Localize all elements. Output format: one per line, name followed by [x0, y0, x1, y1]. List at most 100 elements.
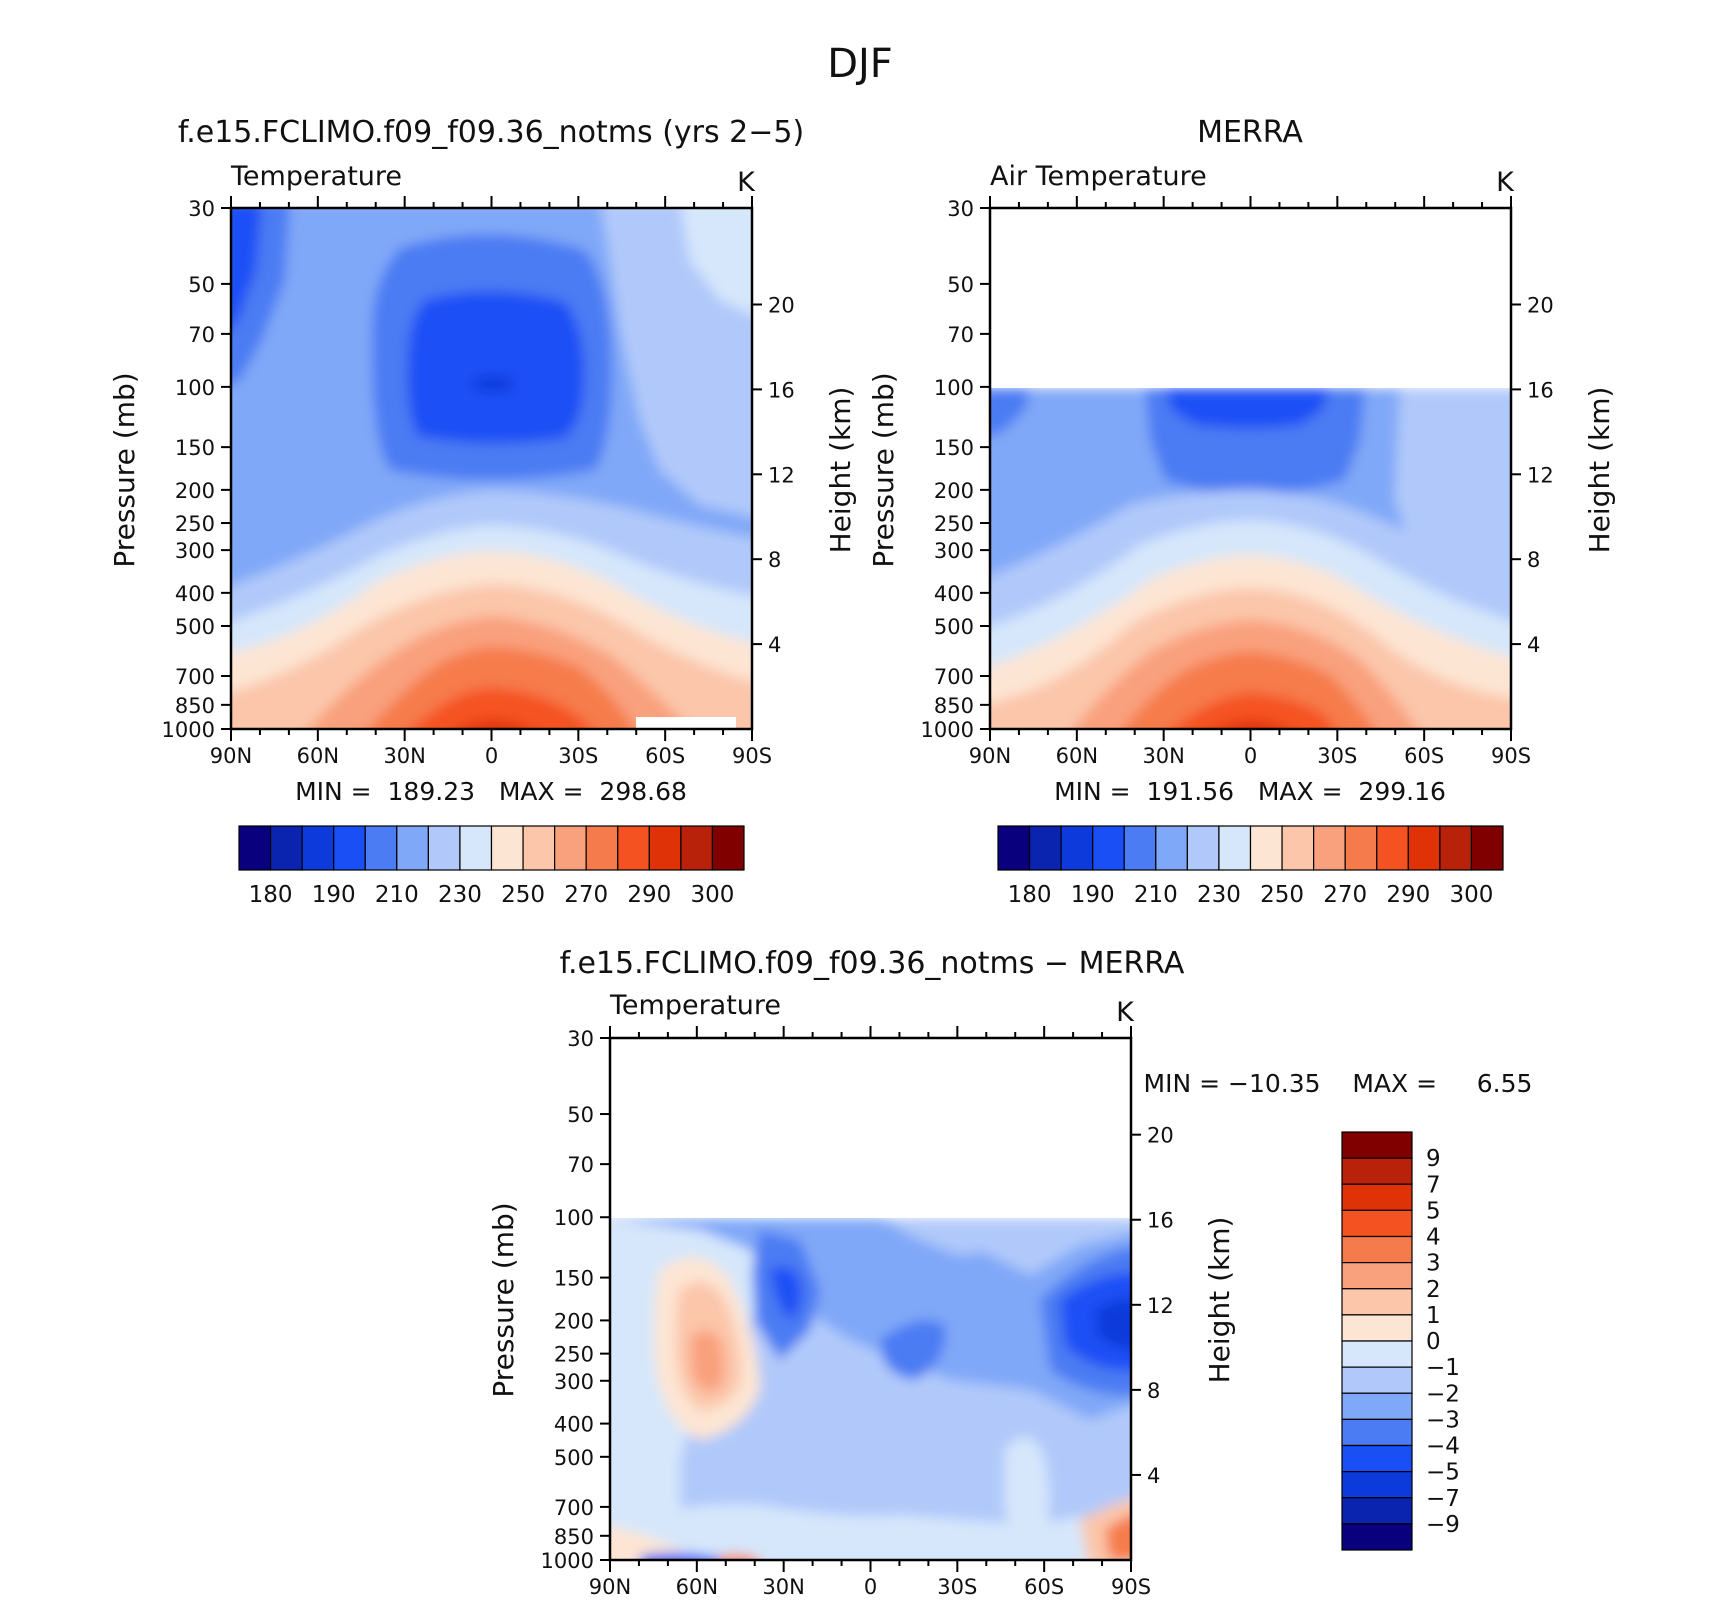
- colorbar-swatch: [1341, 1523, 1413, 1551]
- colorbar-swatch: [1249, 825, 1283, 871]
- colorbar-swatch: [1281, 825, 1315, 871]
- height-tick-label: 4: [1527, 633, 1540, 657]
- colorbar-swatch: [1028, 825, 1062, 871]
- colorbar-swatch: [427, 825, 461, 871]
- field-band: [458, 720, 531, 729]
- pressure-tick-label: 850: [554, 1525, 594, 1549]
- field-band: [690, 1330, 725, 1391]
- colorbar-swatch: [1344, 825, 1378, 871]
- colorbar-label: 180: [249, 882, 293, 908]
- field-band: [1216, 720, 1288, 729]
- colorbar-swatch: [1341, 1444, 1413, 1473]
- colorbar-label: −4: [1426, 1434, 1460, 1460]
- pressure-tick-label: 850: [175, 694, 215, 718]
- pressure-tick-label: 400: [554, 1413, 594, 1437]
- panel-diff-stats: MIN = −10.35 MAX = 6.55: [1144, 1069, 1533, 1098]
- colorbar-label: −3: [1426, 1407, 1460, 1433]
- pressure-tick-label: 400: [175, 582, 215, 606]
- pressure-tick-label: 30: [947, 197, 974, 221]
- colorbar-label: 190: [312, 882, 356, 908]
- panel-diff-ylabel-right: Height (km): [1203, 1217, 1236, 1384]
- height-tick-label: 4: [768, 633, 781, 657]
- colorbar-label: 0: [1426, 1329, 1441, 1355]
- panel-obs-units: K: [1496, 167, 1515, 198]
- field-band: [610, 1526, 711, 1560]
- colorbar-model: 180 190 210 230 250 270 290 300: [238, 825, 745, 908]
- pressure-tick-label: 700: [934, 665, 974, 689]
- colorbar-swatch: [1123, 825, 1157, 871]
- colorbar-swatch: [1341, 1288, 1413, 1316]
- colorbar-label: 3: [1426, 1251, 1441, 1277]
- colorbar-label: 210: [1134, 882, 1178, 908]
- colorbar-swatch: [1341, 1314, 1413, 1342]
- colorbar-label: 290: [1386, 882, 1430, 908]
- lat-tick-label: 90N: [210, 744, 252, 768]
- lat-tick-label: 30N: [383, 744, 425, 768]
- field-band: [1105, 1514, 1131, 1560]
- colorbar-label: 230: [1197, 882, 1241, 908]
- colorbar-swatch: [1060, 825, 1094, 871]
- field-band: [1060, 1272, 1131, 1371]
- pressure-tick-label: 50: [567, 1103, 594, 1127]
- pressure-tick-label: 50: [947, 273, 974, 297]
- colorbar-swatch: [396, 825, 429, 871]
- colorbar-label: 190: [1071, 882, 1115, 908]
- field-band: [720, 1554, 760, 1560]
- colorbar-swatch: [238, 825, 272, 871]
- colorbar-swatch: [554, 825, 587, 871]
- colorbar-label: 210: [375, 882, 419, 908]
- colorbar-label: 9: [1426, 1146, 1441, 1172]
- colorbar-label: 7: [1426, 1172, 1441, 1198]
- colorbar-label: −7: [1426, 1486, 1460, 1512]
- colorbar-swatch: [1341, 1418, 1413, 1447]
- pressure-tick-label: 850: [934, 694, 974, 718]
- panel-obs-variable: Air Temperature: [990, 161, 1207, 192]
- missing-data: [636, 717, 736, 729]
- colorbar-obs: 180 190 210 230 250 270 290 300: [997, 825, 1504, 908]
- panel-model-contours: [231, 208, 752, 729]
- lat-tick-label: 90N: [589, 1575, 631, 1599]
- colorbar-swatch: [1341, 1340, 1413, 1368]
- pressure-tick-label: 300: [554, 1370, 594, 1394]
- colorbar-swatch: [680, 825, 714, 871]
- pressure-tick-label: 150: [554, 1267, 594, 1291]
- pressure-tick-label: 50: [188, 273, 215, 297]
- pressure-tick-label: 1000: [921, 718, 974, 742]
- pressure-tick-label: 70: [947, 323, 974, 347]
- lat-tick-label: 90S: [1491, 744, 1531, 768]
- lat-tick-label: 90N: [969, 744, 1011, 768]
- colorbar-swatch: [269, 825, 303, 871]
- pressure-tick-label: 200: [175, 479, 215, 503]
- pressure-tick-label: 70: [567, 1153, 594, 1177]
- panel-diff-ylabel-left: Pressure (mb): [487, 1202, 520, 1397]
- pressure-tick-label: 150: [175, 436, 215, 460]
- pressure-tick-label: 100: [554, 1206, 594, 1230]
- colorbar-swatch: [1341, 1131, 1413, 1159]
- colorbar-swatch: [585, 825, 619, 871]
- panel-model-ylabel-left: Pressure (mb): [108, 372, 141, 567]
- pressure-tick-label: 500: [934, 615, 974, 639]
- colorbar-label: 5: [1426, 1198, 1441, 1224]
- lat-tick-label: 60S: [1404, 744, 1444, 768]
- colorbar-swatch: [522, 825, 556, 871]
- lat-tick-label: 60S: [645, 744, 685, 768]
- pressure-tick-label: 100: [175, 376, 215, 400]
- colorbar-swatch: [1341, 1262, 1413, 1290]
- colorbar-swatch: [1341, 1235, 1413, 1264]
- panel-model-ylabel-right: Height (km): [824, 387, 857, 554]
- height-tick-label: 8: [768, 548, 781, 572]
- height-tick-label: 8: [1147, 1379, 1160, 1403]
- pressure-tick-label: 500: [554, 1446, 594, 1470]
- field-band: [411, 688, 592, 729]
- pressure-tick-label: 250: [175, 512, 215, 536]
- figure-title: DJF: [827, 41, 893, 87]
- pressure-tick-label: 400: [934, 582, 974, 606]
- panel-diff: f.e15.FCLIMO.f09_f09.36_notms − MERRA Te…: [487, 946, 1532, 1599]
- field-band: [1095, 1298, 1131, 1350]
- lat-tick-label: 0: [864, 1575, 877, 1599]
- pressure-tick-label: 100: [934, 376, 974, 400]
- lat-tick-label: 90S: [1111, 1575, 1151, 1599]
- pressure-tick-label: 200: [934, 479, 974, 503]
- colorbar-label: 270: [564, 882, 608, 908]
